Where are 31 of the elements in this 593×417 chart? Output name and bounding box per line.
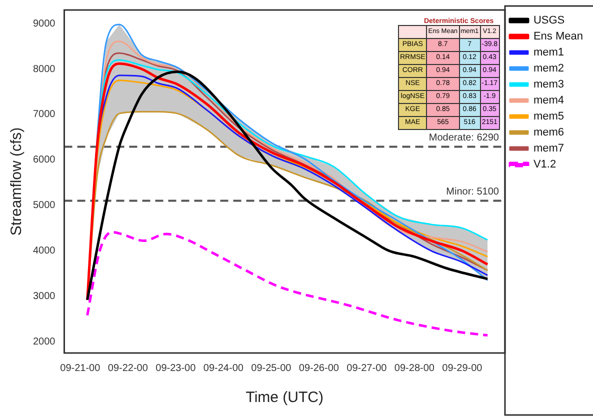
legend-label: mem3 <box>533 78 564 91</box>
ref-line-label: Minor: 5100 <box>446 186 500 198</box>
x-tick-label: 09-26-00 <box>298 362 340 374</box>
x-tick-label: 09-22-00 <box>108 362 148 374</box>
x-axis-title: Time (UTC) <box>246 389 324 406</box>
y-tick-label: 9000 <box>32 18 56 30</box>
y-tick-label: 4000 <box>32 246 56 257</box>
x-tick-label: 09-23-00 <box>156 362 196 374</box>
legend-label: mem4 <box>533 94 564 107</box>
y-tick-label: 7000 <box>32 109 56 120</box>
y-tick-label: 3000 <box>32 290 56 302</box>
x-tick-label: 09-29-00 <box>442 362 483 374</box>
y-tick-label: 6000 <box>32 154 56 166</box>
y-axis-title: Streamflow (cfs) <box>8 127 26 236</box>
legend-label: mem1 <box>533 46 564 59</box>
y-tick-label: 2000 <box>32 336 56 348</box>
x-tick-label: 09-21-00 <box>60 362 101 374</box>
legend-label: mem7 <box>533 142 564 155</box>
x-tick-label: 09-24-00 <box>203 362 244 374</box>
legend-label: mem6 <box>533 126 564 139</box>
legend-label: Ens Mean <box>533 30 584 43</box>
legend-label: mem5 <box>533 110 564 123</box>
legend-label: V1.2 <box>533 158 556 171</box>
y-tick-label: 8000 <box>32 64 56 75</box>
legend-label: USGS <box>533 14 565 27</box>
x-tick-label: 09-27-00 <box>346 362 388 374</box>
x-tick-label: 09-28-00 <box>394 362 435 374</box>
ref-line-label: Moderate: 6290 <box>428 132 500 144</box>
legend-label: mem2 <box>533 62 564 75</box>
y-tick-label: 5000 <box>32 200 56 212</box>
x-tick-label: 09-25-00 <box>251 362 292 374</box>
